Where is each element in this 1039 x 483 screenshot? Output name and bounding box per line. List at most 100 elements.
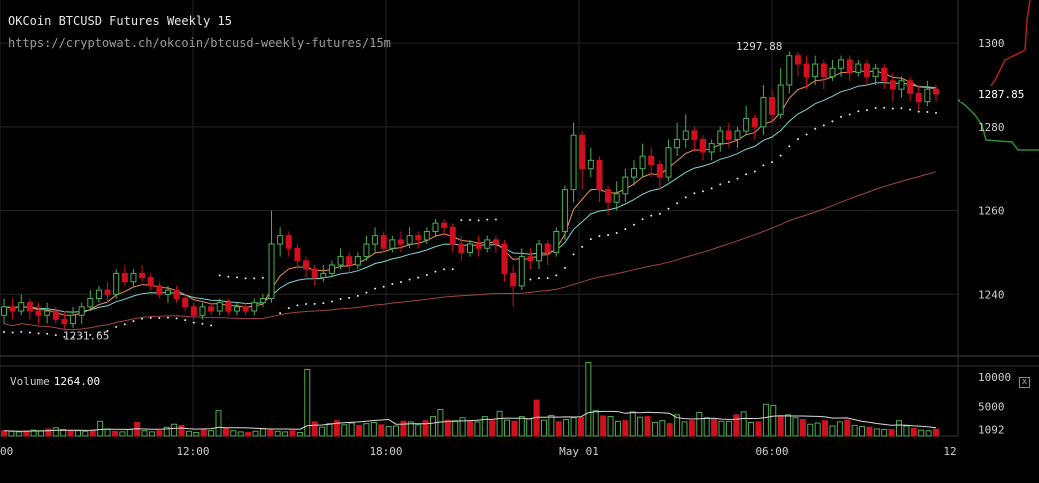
candle[interactable] bbox=[311, 264, 318, 286]
candle[interactable] bbox=[113, 269, 120, 299]
candle[interactable] bbox=[898, 76, 905, 98]
candle[interactable] bbox=[803, 55, 810, 90]
candle[interactable] bbox=[363, 235, 370, 261]
candle[interactable] bbox=[87, 290, 94, 312]
candle[interactable] bbox=[863, 59, 870, 85]
candle[interactable] bbox=[725, 122, 732, 148]
candle[interactable] bbox=[734, 126, 741, 148]
candle[interactable] bbox=[484, 235, 491, 253]
candle[interactable] bbox=[216, 298, 223, 316]
candle[interactable] bbox=[95, 285, 102, 303]
candle[interactable] bbox=[259, 294, 266, 307]
candle[interactable] bbox=[743, 105, 750, 136]
candle[interactable] bbox=[449, 223, 456, 253]
candle[interactable] bbox=[164, 285, 171, 303]
candle[interactable] bbox=[423, 227, 430, 245]
candle[interactable] bbox=[786, 51, 793, 94]
candle[interactable] bbox=[147, 273, 154, 291]
candle[interactable] bbox=[277, 227, 284, 257]
candle[interactable] bbox=[777, 68, 784, 119]
candle[interactable] bbox=[9, 298, 16, 320]
candle[interactable] bbox=[855, 59, 862, 77]
candle[interactable] bbox=[492, 235, 499, 253]
candle[interactable] bbox=[190, 302, 197, 320]
candle[interactable] bbox=[242, 302, 249, 316]
close-volume-panel-button[interactable]: x bbox=[1019, 377, 1030, 388]
candle[interactable] bbox=[700, 135, 706, 161]
candle[interactable] bbox=[674, 122, 681, 157]
candle[interactable] bbox=[536, 239, 543, 270]
candle[interactable] bbox=[518, 248, 525, 291]
candle[interactable] bbox=[441, 218, 448, 236]
candle[interactable] bbox=[717, 126, 724, 152]
candle[interactable] bbox=[605, 185, 612, 215]
candle[interactable] bbox=[354, 252, 361, 270]
candle[interactable] bbox=[139, 264, 146, 282]
candle[interactable] bbox=[78, 302, 85, 324]
candle[interactable] bbox=[907, 76, 914, 102]
candle[interactable] bbox=[751, 114, 758, 140]
candle[interactable] bbox=[630, 160, 637, 186]
candle[interactable] bbox=[587, 147, 594, 178]
candle[interactable] bbox=[872, 64, 879, 85]
candle[interactable] bbox=[656, 160, 663, 190]
candle[interactable] bbox=[561, 185, 568, 240]
candle[interactable] bbox=[846, 55, 853, 81]
candle[interactable] bbox=[622, 168, 629, 203]
candle[interactable] bbox=[527, 248, 534, 270]
candle[interactable] bbox=[915, 84, 922, 111]
candle[interactable] bbox=[268, 210, 275, 303]
candle[interactable] bbox=[924, 80, 931, 106]
candle[interactable] bbox=[933, 84, 939, 102]
candle[interactable] bbox=[432, 218, 439, 236]
candle[interactable] bbox=[389, 235, 396, 253]
candle[interactable] bbox=[613, 181, 620, 211]
candle[interactable] bbox=[406, 227, 413, 249]
candle[interactable] bbox=[829, 59, 836, 81]
candle[interactable] bbox=[553, 227, 560, 257]
candle[interactable] bbox=[121, 264, 128, 286]
candle[interactable] bbox=[639, 143, 646, 178]
candle[interactable] bbox=[691, 126, 698, 152]
candle[interactable] bbox=[35, 302, 42, 324]
candle[interactable] bbox=[104, 281, 111, 303]
candle[interactable] bbox=[881, 64, 888, 90]
candle[interactable] bbox=[251, 298, 258, 316]
candle[interactable] bbox=[596, 156, 603, 203]
candle[interactable] bbox=[415, 231, 422, 249]
candle[interactable] bbox=[544, 239, 551, 265]
candle[interactable] bbox=[18, 294, 25, 316]
candle[interactable] bbox=[682, 114, 689, 148]
candle[interactable] bbox=[199, 302, 206, 320]
chart-url[interactable]: https://cryptowat.ch/okcoin/btcusd-weekl… bbox=[8, 36, 391, 50]
candle[interactable] bbox=[372, 227, 379, 253]
candle[interactable] bbox=[234, 302, 240, 316]
candle[interactable] bbox=[208, 302, 215, 316]
candle[interactable] bbox=[812, 55, 819, 85]
candle[interactable] bbox=[303, 256, 310, 278]
candle[interactable] bbox=[294, 244, 301, 270]
candle[interactable] bbox=[760, 84, 767, 136]
candle[interactable] bbox=[708, 139, 715, 161]
candle[interactable] bbox=[570, 122, 577, 203]
candle[interactable] bbox=[44, 302, 51, 324]
candle[interactable] bbox=[70, 306, 77, 328]
candle[interactable] bbox=[397, 231, 404, 253]
candle[interactable] bbox=[665, 139, 672, 182]
candle[interactable] bbox=[648, 147, 655, 178]
candle[interactable] bbox=[346, 252, 353, 274]
candle[interactable] bbox=[320, 264, 327, 282]
candle[interactable] bbox=[889, 72, 896, 102]
candle[interactable] bbox=[130, 269, 137, 286]
candle[interactable] bbox=[820, 59, 827, 90]
candle[interactable] bbox=[26, 298, 33, 320]
candle[interactable] bbox=[510, 264, 517, 307]
candle[interactable] bbox=[1, 298, 7, 324]
candle[interactable] bbox=[838, 55, 845, 77]
candle[interactable] bbox=[61, 311, 68, 330]
candle[interactable] bbox=[501, 239, 508, 282]
candle[interactable] bbox=[458, 235, 465, 261]
candle[interactable] bbox=[328, 260, 335, 278]
candle[interactable] bbox=[794, 51, 801, 77]
